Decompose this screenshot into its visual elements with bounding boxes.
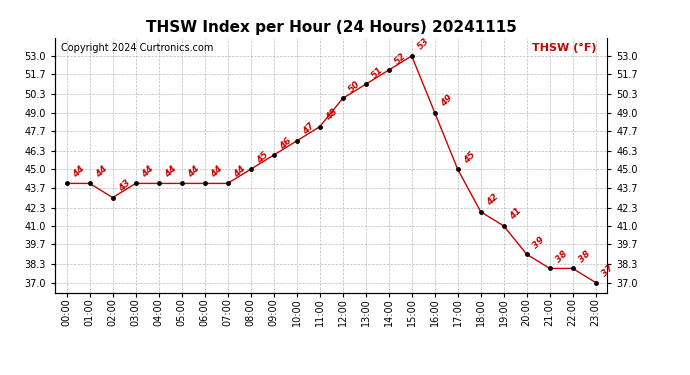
Text: 44: 44: [209, 164, 224, 179]
Text: 45: 45: [462, 150, 477, 165]
Text: 37: 37: [600, 263, 615, 278]
Text: 47: 47: [301, 122, 316, 137]
Text: 42: 42: [485, 192, 500, 208]
Text: 53: 53: [416, 36, 431, 52]
Text: 39: 39: [531, 235, 546, 250]
Text: 50: 50: [347, 79, 362, 94]
Text: 44: 44: [186, 164, 201, 179]
Text: 45: 45: [255, 150, 270, 165]
Text: 44: 44: [232, 164, 247, 179]
Text: 38: 38: [577, 249, 592, 264]
Text: 52: 52: [393, 51, 408, 66]
Text: 44: 44: [140, 164, 155, 179]
Text: 41: 41: [508, 207, 523, 222]
Text: 49: 49: [439, 93, 454, 108]
Text: 44: 44: [94, 164, 109, 179]
Text: 51: 51: [370, 65, 385, 80]
Text: 43: 43: [117, 178, 132, 194]
Title: THSW Index per Hour (24 Hours) 20241115: THSW Index per Hour (24 Hours) 20241115: [146, 20, 517, 35]
Text: 44: 44: [163, 164, 178, 179]
Text: THSW (°F): THSW (°F): [532, 43, 596, 52]
Text: 46: 46: [278, 136, 293, 151]
Text: 44: 44: [71, 164, 86, 179]
Text: 38: 38: [554, 249, 569, 264]
Text: Copyright 2024 Curtronics.com: Copyright 2024 Curtronics.com: [61, 43, 213, 52]
Text: 48: 48: [324, 107, 339, 123]
